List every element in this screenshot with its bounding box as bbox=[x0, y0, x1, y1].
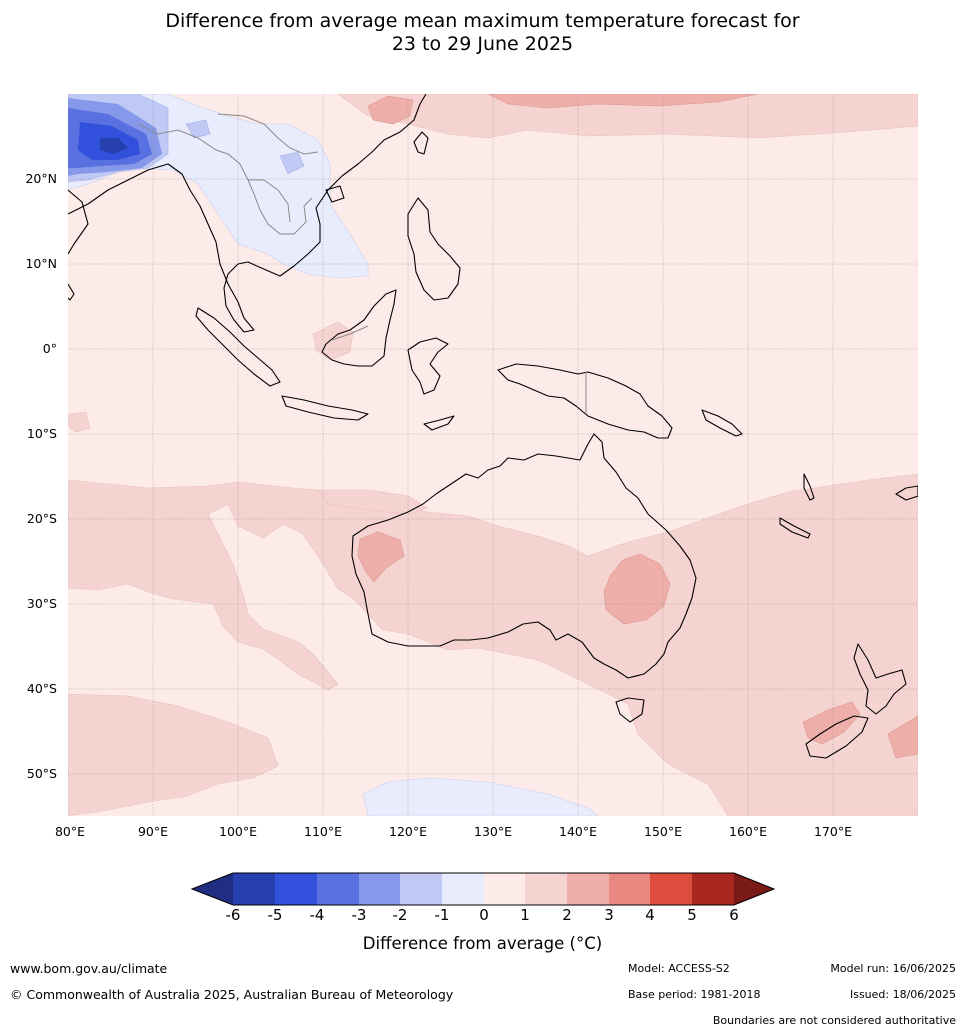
colorbar-bin-minus2 bbox=[400, 873, 442, 905]
new-caledonia-coastline bbox=[779, 517, 811, 539]
colorbar-extend-low bbox=[192, 873, 233, 905]
lon-label-170e: 170°E bbox=[813, 824, 853, 839]
solomon-islands-coastline bbox=[701, 409, 743, 437]
disclaimer-text: Boundaries are not considered authoritat… bbox=[712, 1014, 956, 1027]
lon-label-140e: 140°E bbox=[558, 824, 598, 839]
colorbar-tick: 6 bbox=[729, 906, 739, 924]
temperature-anomaly-map bbox=[68, 94, 918, 816]
southeast-asia-coastline bbox=[68, 94, 427, 333]
colorbar-bin-3 bbox=[609, 873, 650, 905]
lat-label-10s: 10°S bbox=[26, 426, 57, 441]
india-coastline bbox=[68, 189, 89, 255]
colorbar-tick: 4 bbox=[645, 906, 655, 924]
sulawesi-coastline bbox=[407, 337, 449, 395]
colorbar-bin-minus3 bbox=[359, 873, 400, 905]
lon-label-90e: 90°E bbox=[137, 824, 169, 839]
taiwan-coastline bbox=[413, 131, 429, 155]
colorbar-bin-4 bbox=[650, 873, 692, 905]
lon-label-120e: 120°E bbox=[388, 824, 428, 839]
lat-label-20s: 20°S bbox=[26, 511, 57, 526]
australia-coastline bbox=[351, 433, 697, 679]
lat-label-10n: 10°N bbox=[25, 256, 57, 271]
hainan-coastline bbox=[325, 185, 345, 203]
title-line-1: Difference from average mean maximum tem… bbox=[165, 10, 800, 32]
vanuatu-coastline bbox=[803, 473, 815, 501]
java-coastline bbox=[281, 395, 369, 421]
anomaly-minus-6-to-minus-5-regions bbox=[100, 138, 128, 154]
colorbar bbox=[190, 872, 776, 906]
lon-label-130e: 130°E bbox=[473, 824, 513, 839]
sumatra-coastline bbox=[195, 307, 281, 387]
anomaly-2-to-3-regions bbox=[357, 94, 918, 759]
colorbar-tick: 2 bbox=[562, 906, 572, 924]
lat-label-0: 0° bbox=[42, 341, 57, 356]
colorbar-tick: -3 bbox=[351, 906, 367, 924]
fiji-coastline bbox=[895, 485, 918, 501]
colorbar-extend-high bbox=[734, 873, 774, 905]
colorbar-label: Difference from average (°C) bbox=[362, 934, 603, 953]
gridlines bbox=[68, 94, 918, 816]
borneo-coastline bbox=[321, 289, 397, 367]
base-period-info: Base period: 1981-2018 bbox=[628, 988, 761, 1001]
title-line-2: 23 to 29 June 2025 bbox=[391, 33, 574, 55]
lat-label-40s: 40°S bbox=[26, 681, 57, 696]
colorbar-bin-5 bbox=[692, 873, 734, 905]
colorbar-bin-minus1 bbox=[442, 873, 484, 905]
colorbar-tick: -6 bbox=[225, 906, 241, 924]
timor-coastline bbox=[423, 415, 455, 431]
colorbar-bin-minus4 bbox=[317, 873, 359, 905]
sri-lanka-coastline bbox=[68, 283, 75, 301]
model-info: Model: ACCESS-S2 bbox=[628, 962, 730, 975]
website-link[interactable]: www.bom.gov.au/climate bbox=[10, 961, 168, 976]
issued-info: Issued: 18/06/2025 bbox=[849, 988, 956, 1001]
lat-label-20n: 20°N bbox=[25, 171, 57, 186]
colorbar-tick: 0 bbox=[479, 906, 489, 924]
lat-label-50s: 50°S bbox=[26, 766, 57, 781]
colorbar-bin-minus5 bbox=[275, 873, 317, 905]
colorbar-bin-minus6 bbox=[233, 873, 275, 905]
colorbar-tick: -2 bbox=[392, 906, 408, 924]
colorbar-tick: -1 bbox=[434, 906, 450, 924]
new-guinea-coastline bbox=[497, 363, 673, 439]
lon-label-100e: 100°E bbox=[218, 824, 258, 839]
lat-label-30s: 30°S bbox=[26, 596, 57, 611]
colorbar-tick: 5 bbox=[687, 906, 697, 924]
colorbar-bin-1 bbox=[525, 873, 567, 905]
colorbar-tick: -5 bbox=[267, 906, 283, 924]
coastlines bbox=[68, 94, 918, 759]
philippines-coastline bbox=[407, 197, 461, 301]
country-borders bbox=[137, 113, 587, 414]
colorbar-bin-2 bbox=[567, 873, 609, 905]
copyright-text: © Commonwealth of Australia 2025, Austra… bbox=[10, 987, 454, 1002]
new-zealand-south-coastline bbox=[805, 715, 869, 759]
lon-label-160e: 160°E bbox=[728, 824, 768, 839]
lon-label-150e: 150°E bbox=[643, 824, 683, 839]
lon-label-110e: 110°E bbox=[303, 824, 343, 839]
lon-label-80e: 80°E bbox=[54, 824, 86, 839]
map-title: Difference from average mean maximum tem… bbox=[0, 10, 965, 56]
colorbar-tick: 3 bbox=[604, 906, 614, 924]
new-zealand-north-coastline bbox=[853, 643, 907, 715]
colorbar-tick: -4 bbox=[309, 906, 325, 924]
model-run-info: Model run: 16/06/2025 bbox=[830, 962, 956, 975]
colorbar-bin-0 bbox=[484, 873, 525, 905]
colorbar-tick: 1 bbox=[520, 906, 530, 924]
tasmania-coastline bbox=[615, 697, 645, 723]
